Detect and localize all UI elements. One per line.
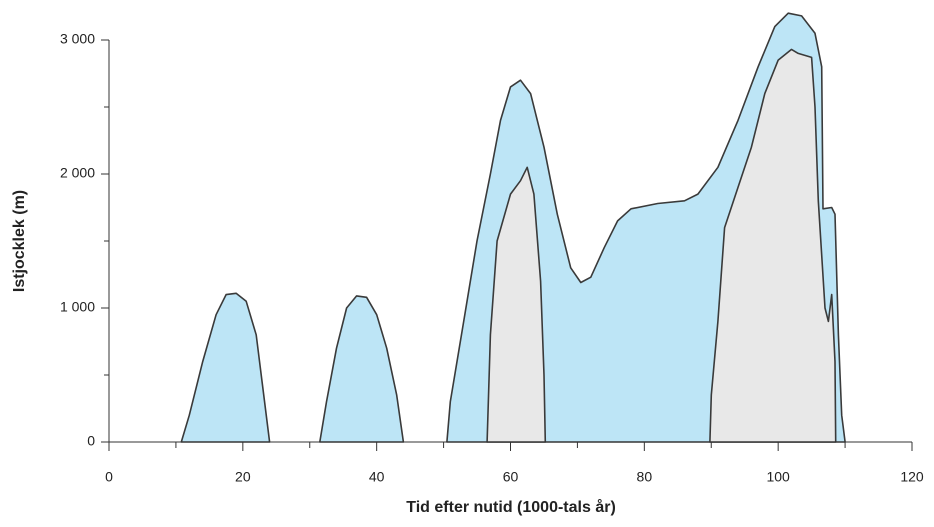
x-tick-label: 40: [369, 469, 385, 485]
area: [486, 166, 547, 443]
x-tick-label: 20: [235, 469, 251, 485]
area: [180, 292, 271, 443]
y-tick-label: 3 000: [60, 31, 95, 47]
area: [709, 48, 837, 443]
x-axis-title: Tid efter nutid (1000-tals år): [406, 498, 616, 516]
y-axis-title: Istjocklek (m): [11, 190, 28, 292]
x-tick-label: 120: [900, 469, 924, 485]
x-tick-label: 0: [105, 469, 113, 485]
y-tick-label: 2 000: [60, 165, 95, 181]
x-tick-label: 60: [503, 469, 519, 485]
x-tick-label: 100: [766, 469, 790, 485]
y-tick-label: 0: [87, 433, 95, 449]
y-tick-label: 1 000: [60, 299, 95, 315]
x-tick-label: 80: [637, 469, 653, 485]
area: [319, 295, 405, 443]
